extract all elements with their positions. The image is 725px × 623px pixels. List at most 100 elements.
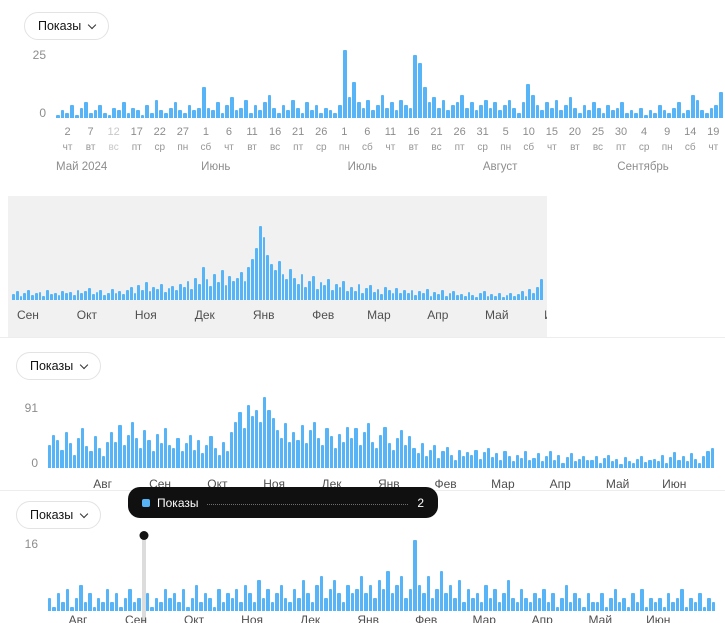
bar[interactable] xyxy=(70,104,74,118)
bar[interactable] xyxy=(80,293,84,300)
metric-selector-button[interactable]: Показы xyxy=(16,352,102,380)
bar[interactable] xyxy=(163,291,167,300)
bar[interactable] xyxy=(689,597,693,611)
bar[interactable] xyxy=(145,593,150,611)
bar[interactable] xyxy=(470,454,474,468)
bar[interactable] xyxy=(507,456,511,468)
bar[interactable] xyxy=(555,606,560,611)
bar[interactable] xyxy=(578,112,582,118)
bar[interactable] xyxy=(258,225,262,300)
bar[interactable] xyxy=(194,277,198,300)
bar[interactable] xyxy=(85,446,89,468)
bar[interactable] xyxy=(554,99,559,118)
bar[interactable] xyxy=(526,84,531,118)
bar[interactable] xyxy=(490,294,494,300)
bar[interactable] xyxy=(333,112,338,118)
bar[interactable] xyxy=(346,427,350,468)
bar[interactable] xyxy=(110,431,114,468)
bar[interactable] xyxy=(486,295,490,300)
bar[interactable] xyxy=(99,290,103,300)
bar[interactable] xyxy=(163,428,168,468)
bar[interactable] xyxy=(623,457,627,468)
bar[interactable] xyxy=(404,597,408,611)
bar[interactable] xyxy=(491,457,495,468)
bar[interactable] xyxy=(383,427,387,468)
bar[interactable] xyxy=(234,110,239,118)
bar[interactable] xyxy=(180,451,184,468)
bar[interactable] xyxy=(346,291,349,300)
bar[interactable] xyxy=(648,110,653,118)
bar[interactable] xyxy=(618,602,622,611)
bar[interactable] xyxy=(512,107,516,118)
bar[interactable] xyxy=(448,292,452,300)
bar[interactable] xyxy=(155,433,159,468)
bar[interactable] xyxy=(598,462,602,468)
bar[interactable] xyxy=(456,294,460,300)
bar[interactable] xyxy=(103,112,107,118)
bar[interactable] xyxy=(333,580,337,611)
bar[interactable] xyxy=(311,276,315,300)
bar[interactable] xyxy=(478,458,482,468)
bar[interactable] xyxy=(337,593,341,611)
bar[interactable] xyxy=(226,450,230,468)
bar[interactable] xyxy=(649,597,653,611)
bar[interactable] xyxy=(261,597,266,611)
bar[interactable] xyxy=(501,297,505,300)
bar[interactable] xyxy=(453,597,457,611)
bar[interactable] xyxy=(524,597,528,611)
bar[interactable] xyxy=(362,431,366,468)
bar[interactable] xyxy=(228,276,232,300)
bar[interactable] xyxy=(81,428,85,468)
bar[interactable] xyxy=(244,99,248,118)
bar[interactable] xyxy=(535,286,539,300)
bar[interactable] xyxy=(327,279,330,300)
bar[interactable] xyxy=(168,444,172,468)
bar[interactable] xyxy=(482,291,486,300)
bar[interactable] xyxy=(91,294,95,300)
bar[interactable] xyxy=(582,456,586,468)
bar[interactable] xyxy=(217,454,221,468)
bar[interactable] xyxy=(613,588,617,611)
bar[interactable] xyxy=(714,104,719,118)
bar[interactable] xyxy=(130,421,134,468)
bar[interactable] xyxy=(267,409,271,468)
bar[interactable] xyxy=(186,606,190,611)
bar[interactable] xyxy=(479,104,483,118)
bar[interactable] xyxy=(126,434,130,468)
bar[interactable] xyxy=(513,295,516,300)
bar[interactable] xyxy=(163,588,168,611)
bar[interactable] xyxy=(141,289,144,300)
bar[interactable] xyxy=(182,112,187,118)
bar[interactable] xyxy=(652,458,656,468)
bar[interactable] xyxy=(208,597,212,611)
bar[interactable] xyxy=(239,107,244,118)
bar[interactable] xyxy=(399,99,404,118)
bar[interactable] xyxy=(380,294,384,300)
bar[interactable] xyxy=(408,588,413,611)
bar[interactable] xyxy=(474,110,479,118)
bar[interactable] xyxy=(462,602,466,611)
bar[interactable] xyxy=(57,294,61,300)
bar[interactable] xyxy=(308,429,312,468)
bar[interactable] xyxy=(205,444,209,468)
bar[interactable] xyxy=(656,461,660,468)
bar[interactable] xyxy=(160,283,163,300)
bar[interactable] xyxy=(168,107,173,118)
bar[interactable] xyxy=(422,293,425,300)
bar[interactable] xyxy=(595,602,600,611)
bar[interactable] xyxy=(542,588,546,611)
bar[interactable] xyxy=(12,294,15,300)
bar[interactable] xyxy=(702,606,707,611)
bar[interactable] xyxy=(213,448,217,468)
bar[interactable] xyxy=(79,584,83,611)
bar[interactable] xyxy=(620,102,625,118)
bar[interactable] xyxy=(275,593,279,611)
bar[interactable] xyxy=(56,115,60,118)
bar[interactable] xyxy=(168,597,172,611)
bar[interactable] xyxy=(482,452,486,468)
bar[interactable] xyxy=(384,286,387,300)
bar[interactable] xyxy=(103,294,106,300)
bar[interactable] xyxy=(255,248,258,300)
bar[interactable] xyxy=(660,454,664,468)
bar[interactable] xyxy=(118,425,122,468)
